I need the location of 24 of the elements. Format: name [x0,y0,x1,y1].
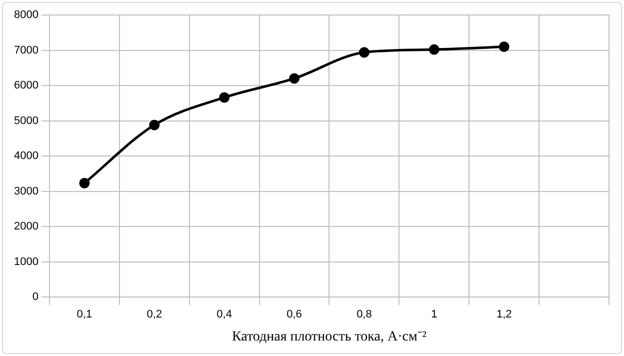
y-tick-label: 7000 [14,44,38,56]
y-tick-label: 4000 [14,150,38,162]
point [219,92,230,103]
y-tick-label: 1000 [14,256,38,268]
x-tick-label: 0,2 [146,308,162,321]
x-tick-label: 0,4 [216,308,232,321]
y-tick-label: 6000 [14,80,38,92]
x-tick-label: 0,8 [356,308,372,321]
x-tick-label: 0,1 [76,308,92,321]
point [498,41,510,52]
point [358,47,370,58]
point [79,178,90,188]
x-tick-label: 1 [431,308,438,321]
y-tick-label: 3000 [14,185,38,198]
point [149,120,160,130]
y-tick-label: 5000 [14,114,38,127]
x-axis-title: Катодная плотность тока, А·см⁻² [232,329,427,344]
x-tick-label: 0,6 [286,308,302,321]
point [289,73,300,84]
y-tick-label: 0 [32,291,38,304]
x-tick-label: 1,2 [496,308,512,321]
point [428,44,440,55]
y-tick-label: 2000 [14,220,38,233]
y-tick-label: 8000 [14,9,38,22]
